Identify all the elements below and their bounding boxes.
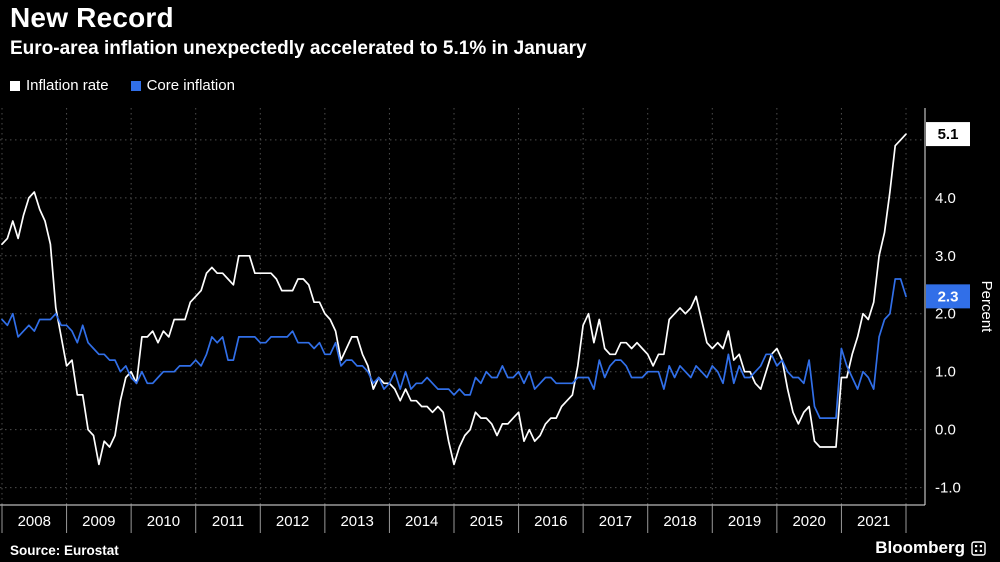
end-value-label: 2.3 (938, 288, 959, 305)
x-tick-label: 2013 (340, 513, 373, 530)
legend: Inflation rate Core inflation (10, 77, 235, 94)
end-value-badge (926, 122, 970, 147)
x-tick-label: 2018 (663, 513, 696, 530)
end-value-label: 5.1 (938, 126, 959, 143)
x-tick-label: 2019 (728, 513, 761, 530)
x-tick-label: 2017 (599, 513, 632, 530)
y-tick-label: 1.0 (935, 364, 956, 381)
x-tick-label: 2015 (470, 513, 503, 530)
chart-subtitle: Euro-area inflation unexpectedly acceler… (10, 38, 587, 59)
legend-swatch-inflation-rate (10, 80, 20, 91)
core-inflation-line (1, 278, 907, 419)
y-tick-label: -1.0 (935, 480, 961, 497)
inflation-rate-line (1, 133, 907, 466)
bloomberg-logo: Bloomberg (875, 538, 986, 558)
bloomberg-mark-icon (971, 540, 986, 556)
legend-label-core-inflation: Core inflation (146, 77, 235, 94)
legend-item-core-inflation: Core inflation (130, 77, 235, 94)
legend-item-inflation-rate: Inflation rate (10, 77, 109, 94)
legend-swatch-core-inflation (130, 80, 141, 91)
source-label: Source: Eurostat (10, 543, 119, 558)
x-tick-label: 2011 (212, 513, 244, 530)
legend-label-inflation-rate: Inflation rate (26, 77, 109, 94)
y-axis-title: Percent (978, 281, 995, 334)
inflation-line-chart: 2008 2009 2010 2011 2012 2013 2014 2015 2016 2017… (0, 108, 995, 533)
x-tick-label: 2014 (405, 513, 438, 530)
x-tick-label: 2010 (147, 513, 180, 530)
x-tick-label: 2009 (82, 513, 115, 530)
y-tick-label: 3.0 (935, 248, 956, 265)
y-tick-label: 2.0 (935, 306, 956, 323)
bloomberg-wordmark: Bloomberg (875, 538, 965, 557)
x-tick-label: 2021 (857, 513, 890, 530)
chart-title: New Record (10, 2, 174, 33)
end-value-badge (926, 284, 970, 309)
y-tick-label: 0.0 (935, 422, 956, 439)
x-tick-label: 2020 (792, 513, 825, 530)
x-tick-label: 2008 (18, 513, 51, 530)
x-tick-label: 2016 (534, 513, 567, 530)
x-tick-label: 2012 (276, 513, 309, 530)
y-tick-label: 4.0 (935, 190, 956, 207)
